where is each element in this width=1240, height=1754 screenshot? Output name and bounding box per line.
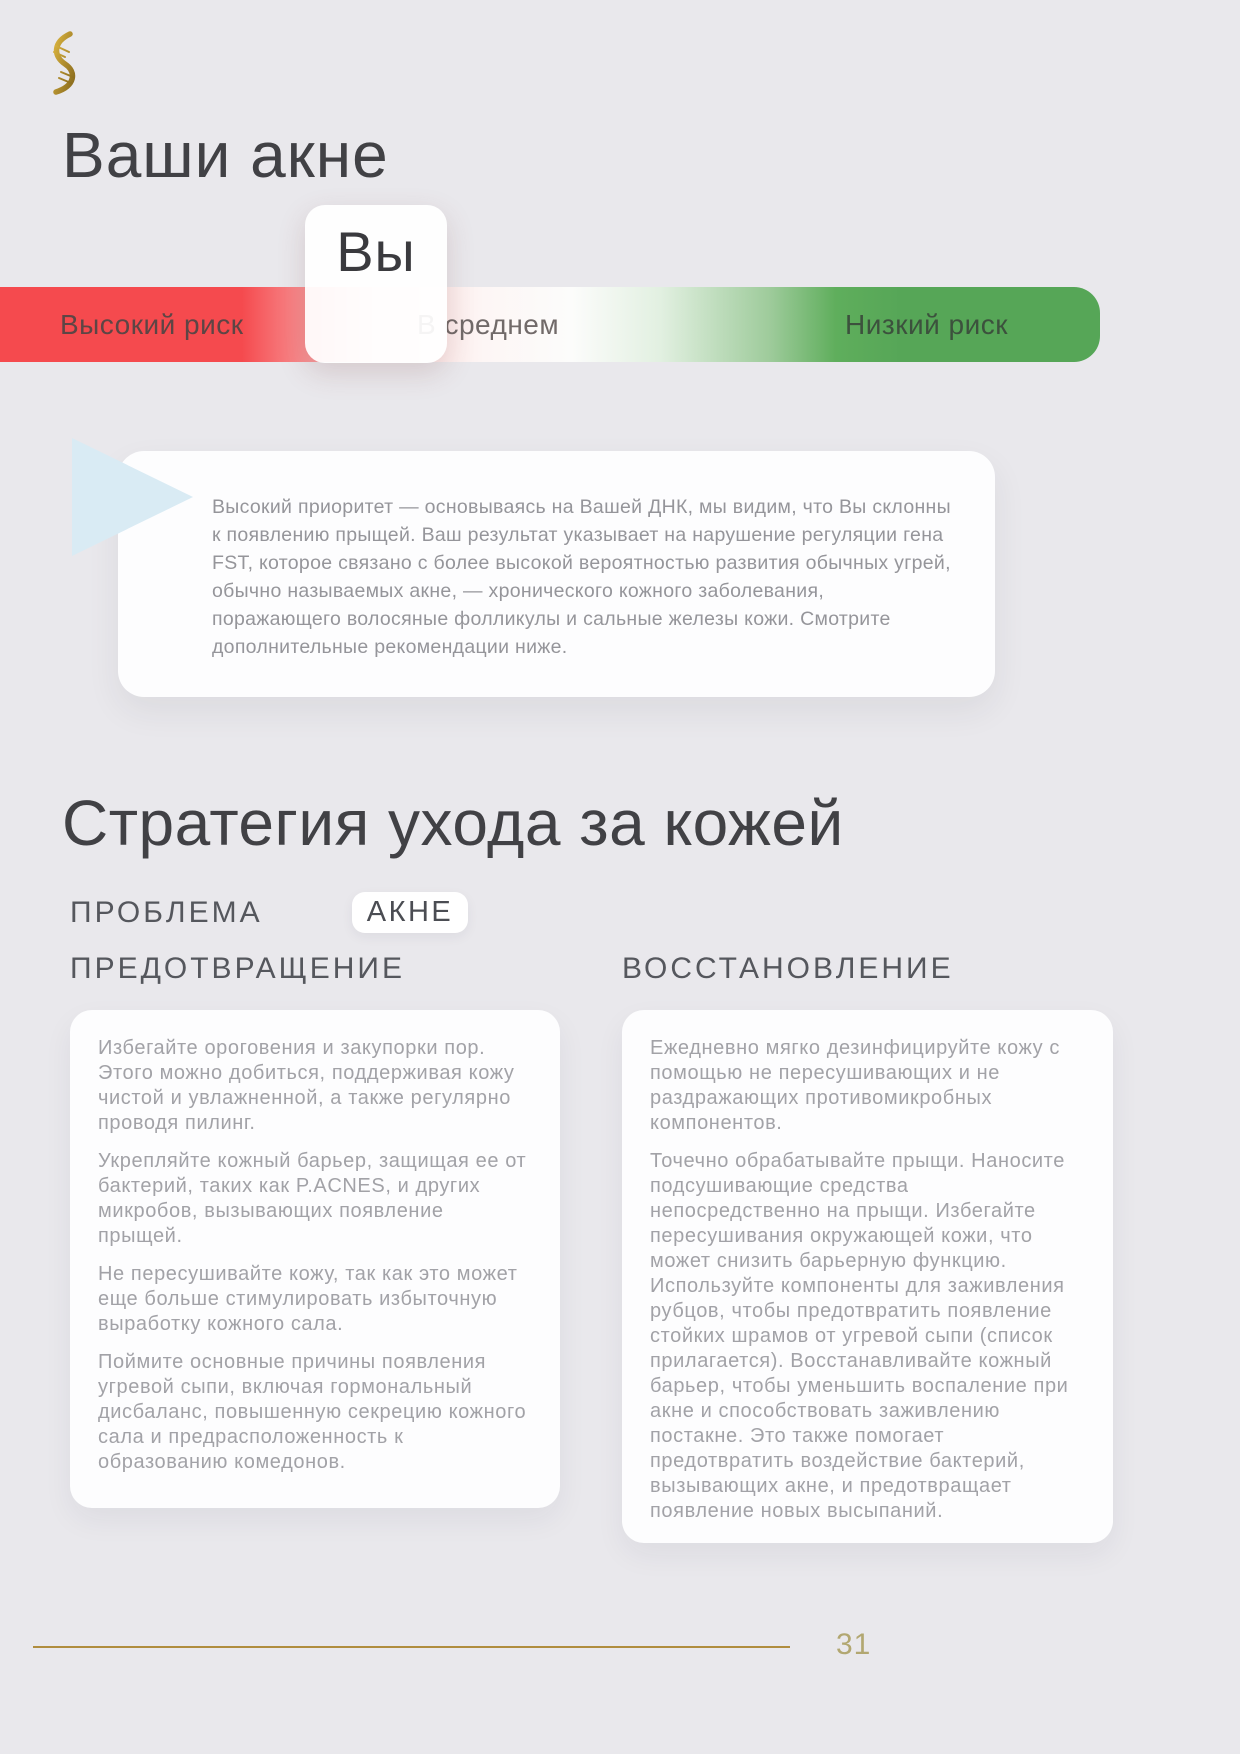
- risk-marker-card: Вы: [305, 205, 447, 363]
- prevention-paragraph: Укрепляйте кожный барьер, защищая ее от …: [98, 1150, 527, 1247]
- prevention-paragraph: Избегайте ороговения и закупорки пор. Эт…: [98, 1037, 515, 1134]
- column-header-recovery: ВОССТАНОВЛЕНИЕ: [622, 952, 954, 985]
- problem-value-badge: АКНЕ: [352, 892, 468, 933]
- dna-logo-icon: [44, 31, 80, 95]
- result-text: Высокий приоритет — основываясь на Вашей…: [212, 496, 951, 658]
- page-number: 31: [836, 1628, 872, 1661]
- footer-rule: [33, 1646, 790, 1648]
- result-card: Высокий приоритет — основываясь на Вашей…: [118, 451, 995, 697]
- risk-gradient-bar: Высокий риск В среднем Низкий риск: [0, 287, 1100, 362]
- section-title: Стратегия ухода за кожей: [62, 787, 844, 859]
- risk-label-high: Высокий риск: [60, 309, 244, 340]
- risk-marker-label: Вы: [336, 220, 416, 283]
- prevention-paragraph: Не пересушивайте кожу, так как это может…: [98, 1263, 518, 1335]
- recovery-paragraph: Точечно обрабатывайте прыщи. Наносите по…: [650, 1150, 1069, 1522]
- page-title: Ваши акне: [62, 119, 389, 191]
- prevention-card: Избегайте ороговения и закупорки пор. Эт…: [70, 1010, 560, 1508]
- prevention-paragraph: Поймите основные причины появления угрев…: [98, 1351, 527, 1473]
- recovery-paragraph: Ежедневно мягко дезинфицируйте кожу с по…: [650, 1037, 1061, 1134]
- risk-label-low: Низкий риск: [845, 309, 1008, 340]
- column-header-prevention: ПРЕДОТВРАЩЕНИЕ: [70, 952, 405, 985]
- pointer-triangle-icon: [72, 438, 193, 556]
- recovery-card: Ежедневно мягко дезинфицируйте кожу с по…: [622, 1010, 1113, 1543]
- problem-label: ПРОБЛЕМА: [70, 896, 263, 929]
